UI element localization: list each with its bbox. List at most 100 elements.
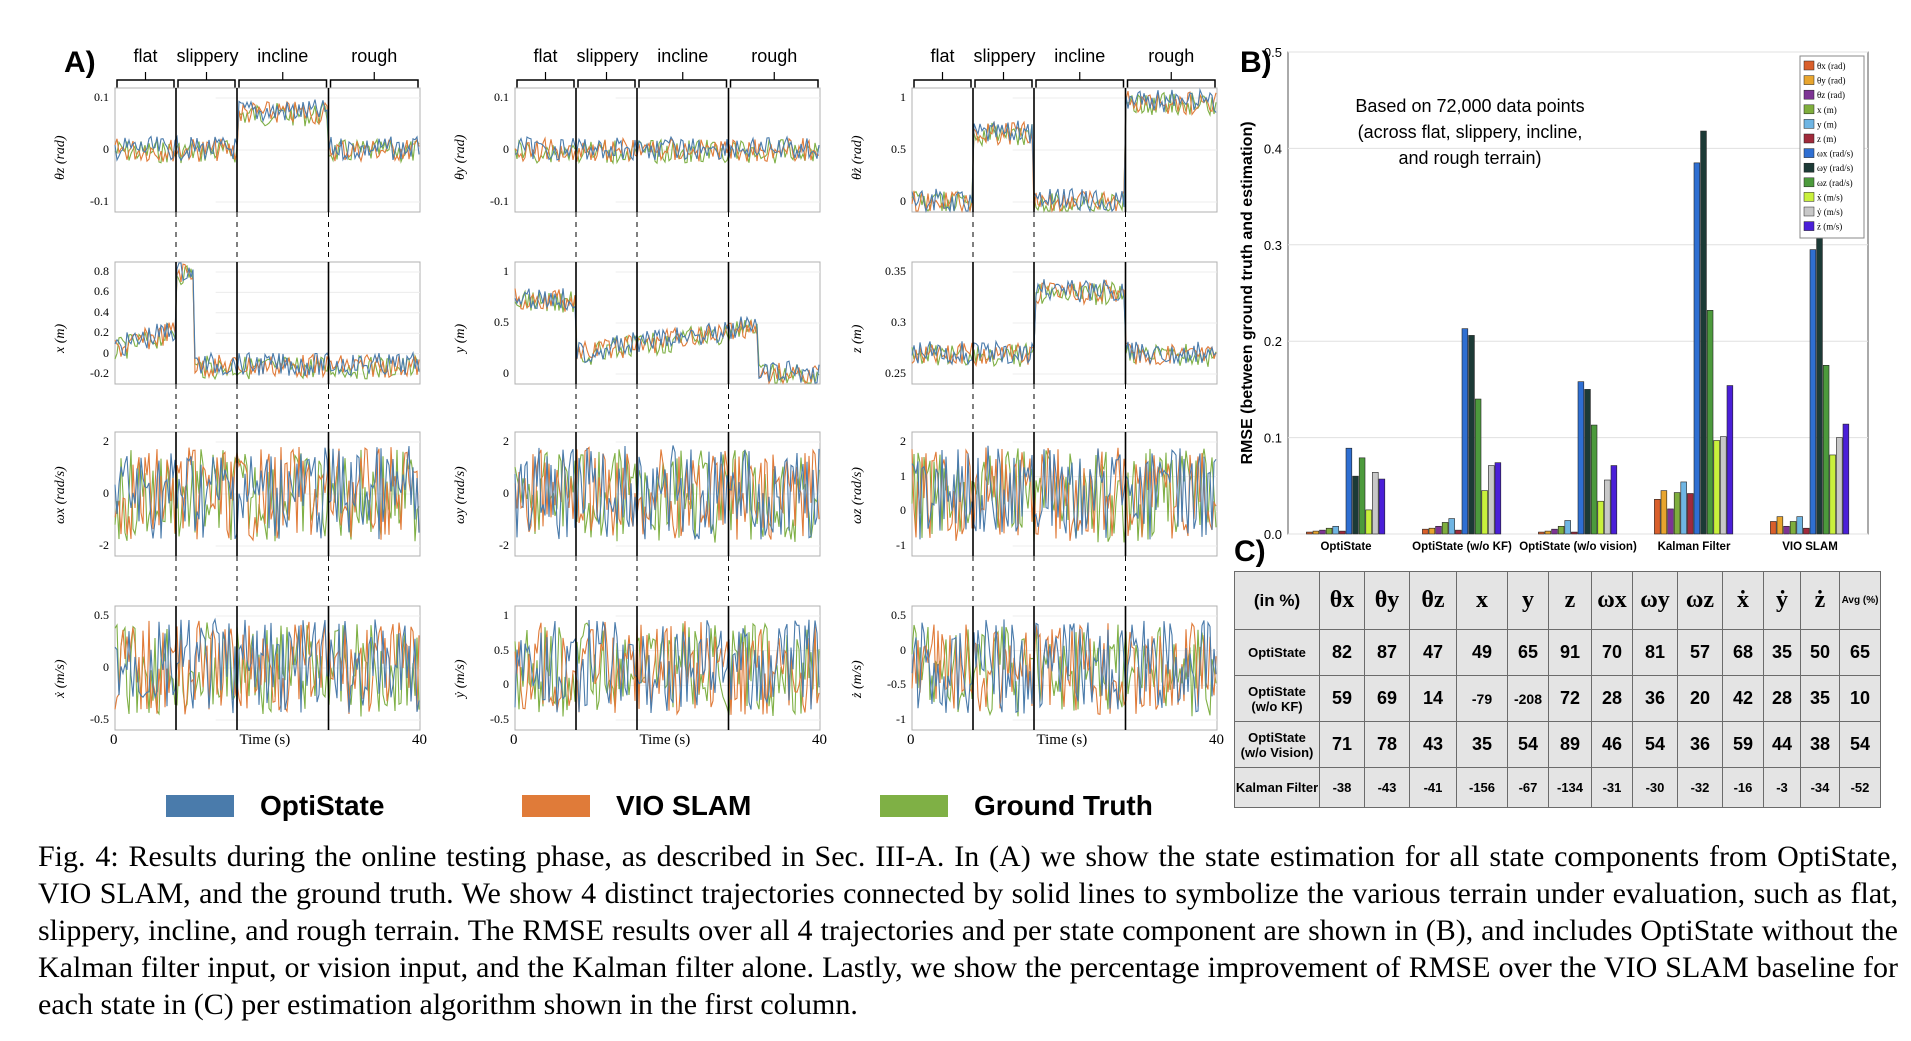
y-tick-label: -0.2 (90, 366, 109, 380)
bar (1428, 527, 1436, 535)
y-tick-label: 0.5 (1264, 45, 1282, 60)
x-axis-label: Time (s) (1036, 732, 1088, 748)
y-tick-label: 0.1 (494, 90, 509, 104)
bar (1789, 521, 1797, 535)
x-tick-label: Kalman Filter (1658, 541, 1731, 553)
series-line-vio-slam (514, 136, 820, 163)
chart-legend-label: ωz (rad/s) (1817, 178, 1853, 188)
chart-legend-swatch (1803, 75, 1815, 85)
x-tick-label: 40 (412, 732, 427, 748)
table-cell: 43 (1409, 721, 1457, 768)
table-cell: 47 (1409, 629, 1457, 676)
table-cell: 20 (1677, 675, 1723, 722)
table-cell: 89 (1548, 721, 1592, 768)
legend-swatch (880, 795, 948, 817)
y-axis-label: ẏ (m/s) (453, 659, 468, 699)
bar (1584, 389, 1591, 535)
table-cell: 81 (1632, 629, 1678, 676)
y-tick-label: 0.2 (94, 325, 109, 340)
terrain-bracket (116, 79, 175, 88)
series-line-vio-slam (114, 620, 420, 715)
table-cell: 28 (1591, 675, 1633, 722)
table-cell: 91 (1548, 629, 1592, 676)
table-cell: 10 (1839, 675, 1881, 722)
x-tick-label: 0 (510, 732, 518, 748)
terrain-label-rough: rough (1148, 46, 1195, 66)
table-cell: 35 (1800, 675, 1840, 722)
series-line-optistate (514, 445, 820, 541)
y-axis-label: θż (rad) (850, 135, 865, 180)
bar (1680, 481, 1687, 535)
table-header-cell: z (1548, 571, 1592, 630)
bar (1332, 525, 1339, 535)
series-line-optistate (514, 288, 820, 384)
bar (1604, 479, 1611, 535)
y-tick-label: 0 (503, 486, 509, 500)
terrain-bracket (1035, 79, 1125, 88)
y-tick-label: 0.2 (1264, 334, 1282, 349)
legend-swatch (166, 795, 234, 817)
table-row-header: Kalman Filter (1234, 767, 1320, 808)
y-axis-label: ẋ (m/s) (53, 659, 68, 699)
table-row-header: OptiState (w/o KF) (1234, 675, 1320, 722)
bar (1494, 462, 1502, 535)
y-tick-label: 0 (503, 366, 509, 380)
bar (1673, 492, 1681, 535)
bar (1667, 508, 1674, 535)
table-cell: 54 (1632, 721, 1678, 768)
terrain-bracket (177, 79, 236, 88)
x-tick-label: 0 (907, 732, 915, 748)
chart-legend-swatch (1803, 177, 1815, 188)
y-axis-label: ωy (rad/s) (453, 466, 468, 524)
legend-label: VIO SLAM (616, 790, 752, 821)
legend-item: OptiState (166, 790, 384, 822)
y-tick-label: 0.1 (1264, 431, 1282, 446)
bar (1726, 385, 1734, 535)
y-tick-label: -0.1 (490, 194, 509, 208)
table-cell: 36 (1677, 721, 1723, 768)
bar (1468, 335, 1475, 535)
table-row: OptiState (w/o KF) 59 69 14 -79 -208 72 28 36 20 4… (1234, 675, 1881, 722)
bar (1693, 162, 1701, 535)
terrain-label-slippery: slippery (973, 46, 1036, 66)
chart-legend-label: ẏ (m/s) (1817, 207, 1843, 217)
y-tick-label: 0.3 (1264, 238, 1282, 253)
table-header-row: (in %) θx θy θz x y z ωx ωy ωz ẋ ẏ ż Avg (%) (1234, 571, 1881, 630)
y-tick-label: -1 (896, 712, 906, 726)
chart-legend-label: z (m) (1817, 134, 1836, 144)
terrain-bracket (1126, 79, 1216, 88)
y-tick-label: 0.4 (1264, 141, 1282, 156)
table-cell: 35 (1763, 629, 1801, 676)
table-cell: -134 (1548, 767, 1592, 808)
y-tick-label: 0.0 (1264, 527, 1282, 542)
y-tick-label: 0 (900, 503, 906, 518)
chart-annotation: Based on 72,000 data points (1355, 96, 1584, 116)
table-header-cell: Avg (%) (1839, 571, 1881, 630)
terrain-bracket (329, 79, 419, 88)
bar (1796, 516, 1803, 535)
x-tick-label: OptiState (w/o KF) (1412, 541, 1512, 553)
bar (1836, 437, 1843, 535)
table-cell: -79 (1456, 675, 1508, 722)
bar (1597, 500, 1604, 535)
y-tick-label: -0.5 (490, 712, 509, 726)
table-cell: 49 (1456, 629, 1508, 676)
table-cell: 59 (1319, 675, 1365, 722)
series-line-optistate (514, 619, 820, 714)
y-tick-label: 0 (900, 642, 906, 657)
x-tick-label: 40 (1209, 732, 1224, 748)
bar (1610, 465, 1618, 535)
y-tick-label: 0.25 (885, 366, 906, 380)
table-cell: 68 (1722, 629, 1764, 676)
x-tick-label: 40 (812, 732, 827, 748)
y-tick-label: -0.5 (90, 712, 109, 726)
x-tick-label: VIO SLAM (1782, 541, 1838, 553)
y-tick-label: 0.5 (494, 642, 509, 657)
legend-item: VIO SLAM (522, 790, 751, 822)
bar (1551, 528, 1558, 535)
bar (1488, 465, 1495, 535)
bar (1306, 531, 1313, 535)
table-cell: 65 (1839, 629, 1881, 676)
table-cell: 65 (1507, 629, 1549, 676)
